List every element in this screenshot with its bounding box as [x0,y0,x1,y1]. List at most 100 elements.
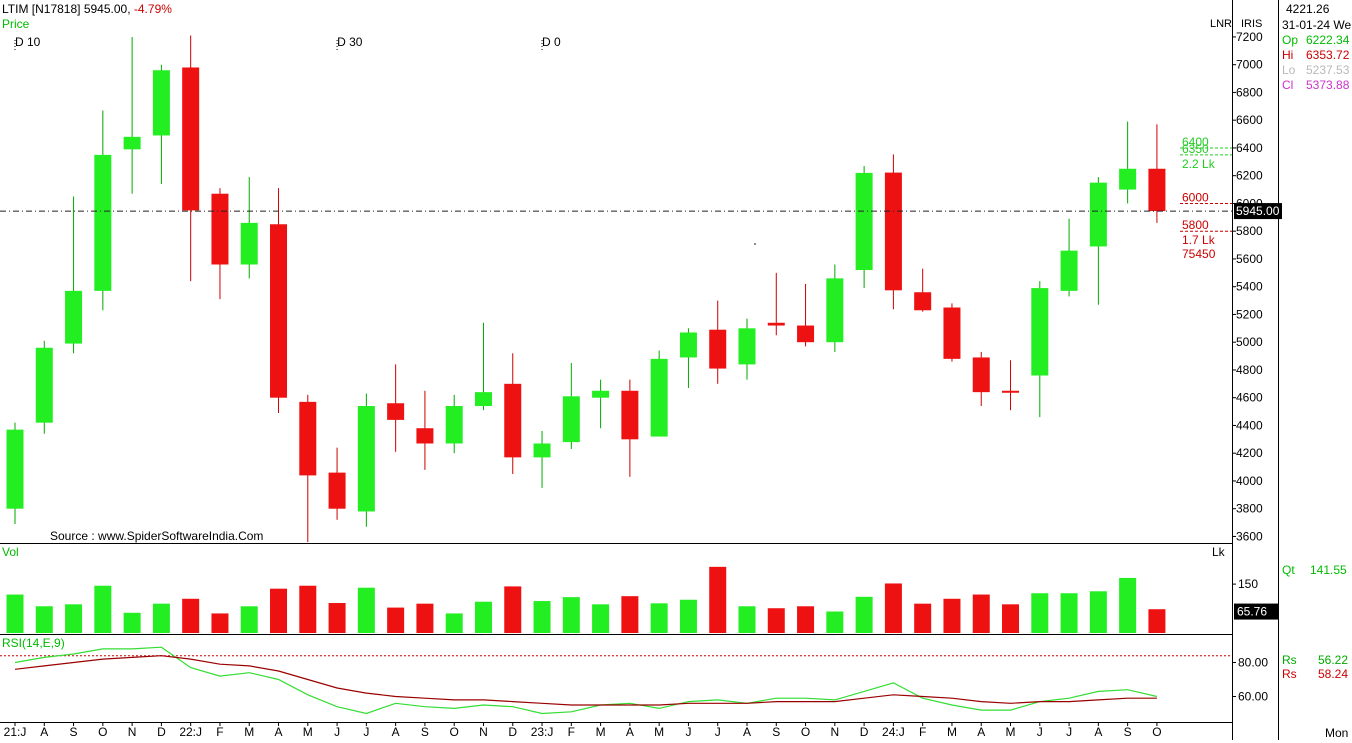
source-credit: Source : www.SpiderSoftwareIndia.Com [50,529,264,543]
last-price-box [1234,203,1282,220]
rsi-info-label: Rs [1282,653,1297,667]
candle-body [182,67,200,211]
candle-body [211,193,229,265]
time-tick-label: D [157,725,166,739]
volume-bar [767,608,785,633]
price-candle [504,353,522,475]
volume-bar [357,587,375,633]
time-tick-label: F [919,725,926,739]
volume-bar [1089,591,1107,633]
price-candle [65,196,83,354]
pane-corner-label-1: LNR [1210,18,1233,30]
pane-corner-label-2: IRIS [1241,18,1263,30]
volume-pane-label: Vol [2,545,19,559]
time-tick-label: S [421,725,429,739]
price-tick-label: 5800 [1236,224,1263,238]
time-tick-label: A [392,725,400,739]
price-tick-label: 6400 [1236,141,1263,155]
rsi-pane-label: RSI(14,E,9) [2,636,65,650]
time-tick-label: A [40,725,48,739]
time-tick-label: J [334,725,340,739]
volume-bar [387,607,405,633]
volume-bar [182,598,200,633]
last-volume-tag: 65.76 [1237,605,1267,619]
time-tick-label: N [831,725,840,739]
price-candle [826,264,844,352]
ohlc-value: 6353.72 [1306,48,1350,62]
price-tick-label: 5000 [1236,335,1263,349]
price-candle [914,268,932,312]
time-tick-label: A [626,725,634,739]
candle-body [533,443,551,458]
volume-bar [562,597,580,633]
price-candle [152,64,170,185]
rsi-info-label: Rs [1282,667,1297,681]
price-candle [1002,360,1020,411]
volume-bar [270,588,288,633]
price-candle [299,394,317,542]
price-candle [240,177,258,279]
volume-bar [1148,609,1166,633]
price-candle [182,35,200,282]
price-tick-label: 5400 [1236,280,1263,294]
candle-body [270,224,288,398]
price-candle [1031,281,1049,418]
time-tick-label: J [685,725,691,739]
time-tick-label: D [860,725,869,739]
time-tick-label: 21:J [4,725,27,739]
rsi-tick-label: 80.00 [1238,656,1268,670]
symbol-header: LTIM [N17818] 5945.00, -4.79% [2,2,172,16]
ohlc-label: Hi [1282,48,1294,62]
volume-bar [35,606,53,633]
price-candle [1089,177,1107,305]
candle-body [709,329,727,369]
rsi-lines [0,646,1232,715]
price-candle [270,188,288,413]
volume-bar [240,606,258,633]
price-tick-label: 6600 [1236,113,1263,127]
time-tick-label: O [98,725,107,739]
time-tick-label: 24:J [882,725,905,739]
candle-body [1002,390,1020,393]
time-tick-label: M [596,725,606,739]
candle-body [562,396,580,443]
price-candle [650,350,668,437]
price-candle [35,340,53,434]
info-value: 4221.26 [1286,2,1330,16]
qty-value: 141.55 [1310,563,1347,577]
candle-body [943,307,961,359]
time-tick-label: M [303,725,313,739]
cycle-marker-label: D 10 [15,35,41,49]
price-candles [6,35,1166,542]
time-tick-label: N [128,725,137,739]
volume-bar [1031,593,1049,633]
level-label: 6350 [1182,142,1209,156]
price-tick-label: 4600 [1236,391,1263,405]
candle-body [299,401,317,476]
rsi-tick-label: 60.00 [1238,690,1268,704]
rsi-line [14,646,1158,715]
candle-body [972,357,990,393]
volume-bar [679,599,697,633]
price-candle [679,328,697,388]
volume-bar [6,594,24,633]
ohlc-value: 6222.34 [1306,33,1350,47]
volume-bar [152,603,170,633]
level-label: 6400 [1182,135,1209,149]
candle-body [35,347,53,423]
ohlc-label: Cl [1282,78,1294,92]
candle-body [1119,168,1137,190]
price-candle [94,110,112,311]
price-candle [738,318,756,380]
time-tick-label: F [216,725,223,739]
time-tick-label: 23:J [531,725,554,739]
volume-bars: 65.76 [6,566,1278,633]
time-tick-label: F [568,725,575,739]
price-tick-label: 6800 [1236,85,1263,99]
time-tick-label: M [244,725,254,739]
price-candle [1119,121,1137,204]
candle-body [679,332,697,358]
price-candle [709,300,727,384]
